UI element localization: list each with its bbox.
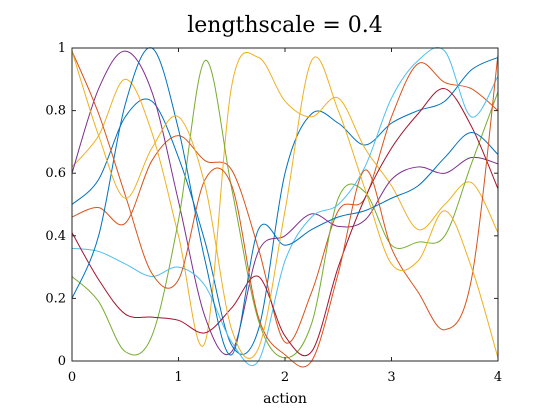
series-line-3 [71,51,499,347]
x-tick-label: 3 [387,370,395,385]
ticks-layer: 0 1 2 3 4 0 0.2 0.4 0.6 0.8 1 [45,41,502,385]
y-tick-label: 0 [58,354,66,369]
y-tick-label: 0.4 [45,229,66,244]
series-line-2 [71,62,499,344]
chart-title: lengthscale = 0.4 [187,13,383,38]
series-line-4 [71,50,499,355]
x-tick-label: 0 [68,370,76,385]
series-line-8 [71,47,499,356]
x-tick-label: 2 [281,370,289,385]
series-line-1 [71,56,499,355]
series-layer [71,47,499,368]
series-line-5 [71,60,499,359]
x-tick-label: 4 [494,370,502,385]
series-line-10 [71,50,499,359]
series-line-6 [71,47,499,367]
y-tick-label: 0.2 [45,291,66,306]
y-tick-label: 0.8 [45,104,66,119]
plot-area-frame [71,47,499,362]
series-line-7 [71,88,499,357]
x-axis-label: action [263,391,307,407]
x-tick-label: 1 [174,370,182,385]
series-line-9 [71,50,499,368]
y-tick-label: 0.6 [45,166,66,181]
y-tick-label: 1 [58,41,66,56]
